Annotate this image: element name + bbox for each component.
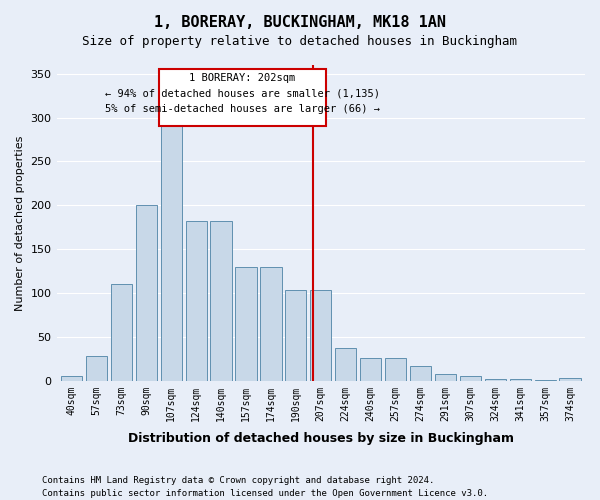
- Bar: [485, 379, 506, 381]
- Text: 1 BORERAY: 202sqm: 1 BORERAY: 202sqm: [189, 73, 295, 83]
- Bar: [559, 378, 581, 381]
- Bar: [460, 376, 481, 381]
- Bar: [335, 348, 356, 381]
- Text: ← 94% of detached houses are smaller (1,135): ← 94% of detached houses are smaller (1,…: [105, 89, 380, 99]
- Bar: [385, 358, 406, 381]
- Bar: [136, 206, 157, 381]
- Bar: [260, 266, 281, 381]
- Bar: [410, 366, 431, 381]
- Bar: [61, 376, 82, 381]
- Bar: [185, 221, 207, 381]
- Bar: [111, 284, 132, 381]
- Text: 1, BORERAY, BUCKINGHAM, MK18 1AN: 1, BORERAY, BUCKINGHAM, MK18 1AN: [154, 15, 446, 30]
- Text: Contains HM Land Registry data © Crown copyright and database right 2024.: Contains HM Land Registry data © Crown c…: [42, 476, 434, 485]
- X-axis label: Distribution of detached houses by size in Buckingham: Distribution of detached houses by size …: [128, 432, 514, 445]
- Bar: [535, 380, 556, 381]
- Text: Contains public sector information licensed under the Open Government Licence v3: Contains public sector information licen…: [42, 488, 488, 498]
- Bar: [509, 379, 531, 381]
- Bar: [161, 122, 182, 381]
- Text: 5% of semi-detached houses are larger (66) →: 5% of semi-detached houses are larger (6…: [105, 104, 380, 114]
- Bar: [235, 266, 257, 381]
- Bar: [360, 358, 381, 381]
- Bar: [86, 356, 107, 381]
- Bar: [310, 290, 331, 381]
- Bar: [285, 290, 307, 381]
- Bar: [159, 70, 326, 126]
- Bar: [211, 221, 232, 381]
- Y-axis label: Number of detached properties: Number of detached properties: [15, 135, 25, 310]
- Bar: [435, 374, 456, 381]
- Text: Size of property relative to detached houses in Buckingham: Size of property relative to detached ho…: [83, 35, 517, 48]
